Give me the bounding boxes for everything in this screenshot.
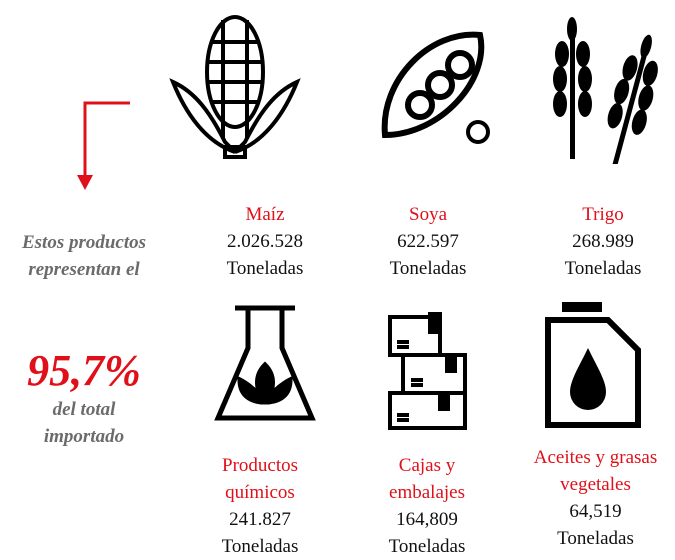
item-amount: 241.827	[229, 509, 291, 530]
item-name: Maíz	[245, 204, 285, 225]
item-unit: Toneladas	[221, 536, 299, 557]
item-unit: Toneladas	[226, 258, 304, 279]
item-name: Soya	[409, 204, 447, 225]
item-name: Aceites y grasas vegetales	[533, 447, 658, 495]
item-unit: Toneladas	[564, 258, 642, 279]
arrow	[77, 101, 130, 190]
item: Productos químicos 241.827 Toneladas	[205, 452, 315, 560]
item: Trigo 268.989 Toneladas	[543, 201, 663, 282]
item-amount: 164,809	[396, 509, 458, 530]
item: Maíz 2.026.528 Toneladas	[205, 201, 325, 282]
intro-text: Estos productos representan el	[21, 232, 147, 280]
item: Cajas y embalajes 164,809 Toneladas	[372, 452, 482, 560]
outro-text: del total importado	[43, 399, 125, 447]
item-unit: Toneladas	[389, 258, 467, 279]
oil-icon	[545, 302, 641, 428]
wheat-icon	[553, 17, 658, 164]
flask-icon	[214, 305, 316, 421]
item-amount: 268.989	[572, 231, 634, 252]
item-amount: 2.026.528	[227, 231, 303, 252]
item-name: Productos químicos	[222, 455, 298, 503]
item: Soya 622.597 Toneladas	[368, 201, 488, 282]
percent: 95,7%	[27, 346, 141, 395]
item-amount: 64,519	[569, 501, 622, 522]
item-amount: 622.597	[397, 231, 459, 252]
item: Aceites y grasas vegetales 64,519 Tonela…	[513, 444, 675, 552]
item-unit: Toneladas	[557, 528, 634, 549]
soy-icon	[381, 31, 490, 144]
item-name: Cajas y embalajes	[389, 455, 465, 503]
corn-icon	[169, 15, 301, 159]
boxes-icon	[388, 312, 467, 430]
item-name: Trigo	[582, 204, 624, 225]
item-unit: Toneladas	[388, 536, 466, 557]
